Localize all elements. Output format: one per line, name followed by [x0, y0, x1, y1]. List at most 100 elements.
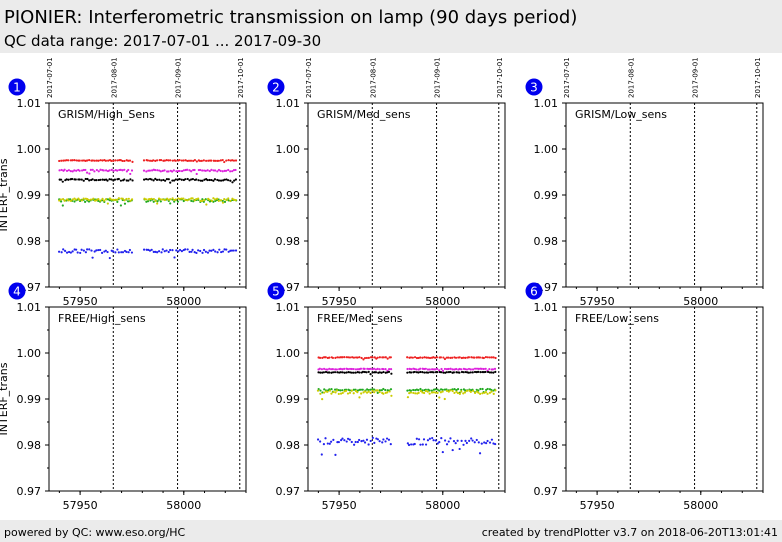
- data-point: [330, 387, 333, 391]
- data-point: [93, 250, 96, 253]
- data-point: [442, 356, 445, 359]
- data-point: [473, 370, 477, 374]
- data-point: [365, 356, 369, 360]
- data-point: [225, 198, 228, 202]
- data-point: [188, 169, 191, 172]
- data-point: [229, 249, 232, 252]
- data-point: [316, 438, 320, 441]
- data-point: [364, 390, 367, 393]
- y-tick-label: 1.01: [276, 97, 301, 110]
- data-point: [65, 178, 68, 181]
- data-point: [125, 170, 129, 173]
- data-point: [431, 436, 434, 440]
- data-point: [116, 169, 119, 172]
- data-point: [167, 250, 170, 254]
- panel-label: FREE/High_sens: [58, 312, 146, 325]
- data-point: [115, 198, 119, 201]
- data-point: [160, 251, 163, 254]
- data-point: [341, 389, 344, 392]
- data-point: [76, 251, 79, 254]
- data-point: [198, 159, 202, 163]
- data-point: [82, 179, 85, 182]
- data-point: [390, 372, 393, 375]
- data-point: [182, 197, 185, 200]
- data-point: [455, 390, 458, 393]
- data-point: [469, 390, 472, 394]
- data-point: [113, 198, 117, 202]
- data-point: [449, 437, 452, 440]
- data-point: [58, 199, 61, 202]
- data-point: [460, 439, 463, 442]
- data-point: [172, 169, 175, 172]
- data-point: [201, 199, 204, 203]
- data-point: [221, 158, 224, 162]
- data-point: [382, 356, 385, 359]
- data-point: [203, 199, 206, 202]
- data-point: [378, 356, 381, 359]
- data-point: [343, 371, 346, 374]
- data-point: [160, 158, 163, 162]
- data-point: [190, 250, 193, 253]
- data-point: [80, 178, 83, 181]
- date-marker-label: 2017-08-01: [627, 57, 635, 98]
- data-point: [157, 197, 161, 200]
- data-point: [186, 177, 189, 181]
- data-point: [154, 199, 157, 203]
- data-point: [423, 367, 426, 371]
- data-point: [412, 391, 415, 395]
- data-point: [367, 388, 370, 392]
- data-point: [412, 388, 415, 392]
- data-point: [494, 389, 497, 392]
- data-point: [114, 251, 117, 254]
- data-point: [324, 356, 327, 359]
- data-point: [208, 169, 211, 173]
- data-point: [371, 371, 374, 374]
- data-point: [363, 356, 367, 360]
- data-point: [421, 356, 424, 359]
- data-point: [169, 248, 172, 252]
- data-point: [337, 440, 340, 444]
- data-point: [162, 178, 165, 182]
- panel-number-badge: [267, 78, 285, 96]
- data-point: [475, 438, 478, 442]
- data-point: [201, 169, 204, 172]
- data-point: [95, 249, 98, 252]
- data-point: [365, 371, 368, 374]
- data-point: [484, 356, 488, 359]
- data-point: [417, 391, 420, 394]
- data-point: [165, 178, 169, 181]
- data-point: [223, 200, 227, 203]
- data-point: [479, 387, 482, 391]
- data-point: [146, 159, 150, 162]
- data-point: [145, 248, 148, 251]
- data-point: [117, 197, 120, 200]
- data-point: [491, 368, 495, 371]
- data-point: [426, 368, 430, 371]
- data-point: [204, 169, 207, 172]
- data-point: [174, 198, 177, 201]
- data-point: [216, 197, 219, 200]
- data-point: [88, 172, 91, 175]
- data-point: [119, 204, 123, 207]
- data-point: [319, 389, 322, 392]
- data-point: [380, 389, 383, 392]
- data-point: [382, 438, 385, 441]
- data-point: [161, 169, 164, 172]
- data-point: [99, 168, 102, 171]
- data-point: [406, 371, 409, 374]
- data-point: [494, 356, 497, 360]
- data-point: [234, 249, 238, 252]
- data-point: [347, 356, 350, 359]
- data-point: [79, 251, 82, 255]
- data-point: [69, 251, 72, 254]
- data-point: [443, 357, 447, 361]
- data-point: [193, 168, 196, 172]
- data-point: [471, 371, 474, 374]
- data-point: [176, 200, 180, 203]
- data-point: [488, 441, 492, 444]
- data-point: [421, 391, 424, 394]
- data-point: [348, 438, 351, 441]
- data-point: [218, 248, 221, 251]
- data-point: [380, 371, 383, 374]
- data-point: [333, 388, 337, 391]
